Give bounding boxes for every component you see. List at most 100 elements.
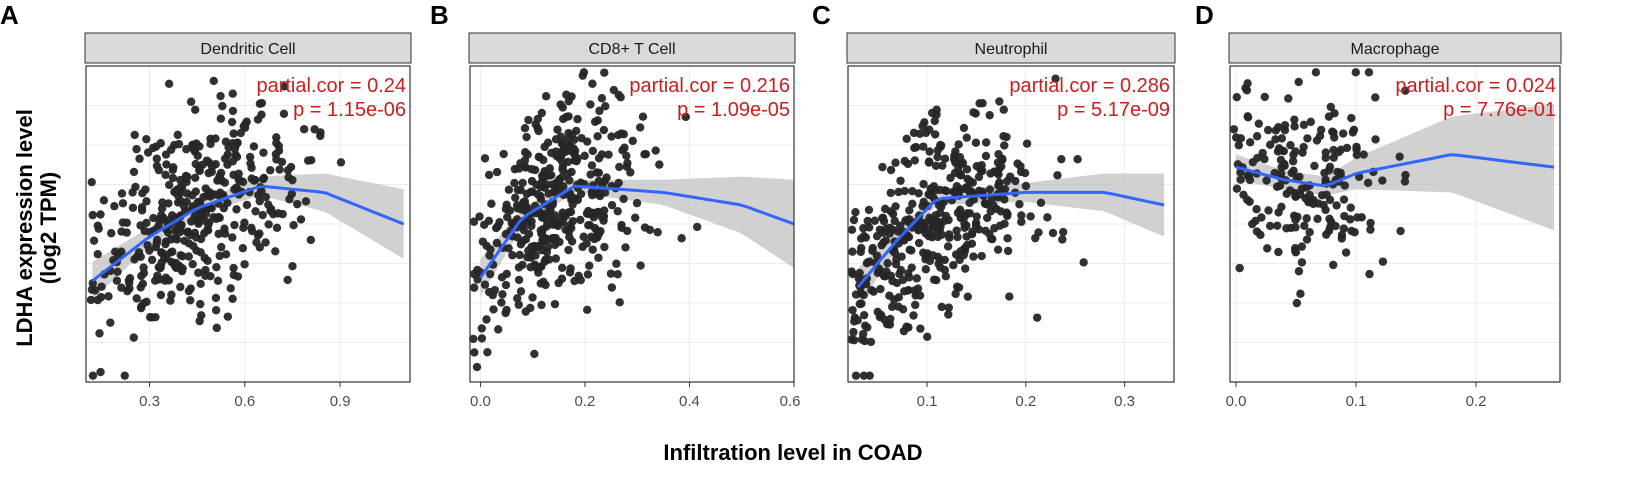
data-point bbox=[205, 158, 214, 167]
data-point bbox=[512, 201, 522, 210]
data-point bbox=[132, 294, 141, 303]
data-point bbox=[940, 265, 949, 275]
data-point bbox=[557, 157, 567, 166]
x-tick-label: 0.4 bbox=[679, 393, 700, 410]
data-point bbox=[1232, 92, 1242, 102]
data-point bbox=[88, 371, 98, 380]
data-point bbox=[555, 237, 564, 247]
data-point bbox=[194, 268, 203, 277]
data-point bbox=[909, 311, 918, 320]
data-point bbox=[516, 185, 525, 195]
loess-line bbox=[1235, 153, 1555, 188]
data-point bbox=[1079, 258, 1088, 267]
data-point bbox=[1276, 155, 1286, 165]
data-point bbox=[96, 367, 105, 377]
data-point bbox=[857, 243, 866, 253]
data-point bbox=[878, 162, 887, 172]
data-point bbox=[176, 196, 185, 205]
data-point bbox=[251, 207, 260, 216]
data-point bbox=[894, 302, 903, 311]
data-point bbox=[182, 189, 192, 198]
data-point bbox=[1243, 112, 1252, 121]
data-point bbox=[582, 137, 592, 146]
data-point bbox=[125, 274, 135, 283]
data-point bbox=[1256, 230, 1265, 240]
data-point bbox=[1015, 200, 1024, 209]
data-point bbox=[277, 157, 287, 167]
data-point bbox=[935, 225, 944, 234]
data-point bbox=[914, 189, 923, 198]
data-point bbox=[186, 230, 195, 240]
data-point bbox=[557, 263, 567, 273]
data-point bbox=[579, 232, 588, 241]
data-point bbox=[1235, 263, 1244, 273]
data-point bbox=[932, 110, 941, 119]
data-point bbox=[537, 300, 546, 310]
data-point bbox=[1352, 142, 1361, 152]
data-point bbox=[533, 264, 542, 273]
data-point bbox=[994, 181, 1003, 190]
data-point bbox=[615, 298, 624, 307]
data-point bbox=[954, 283, 964, 292]
data-point bbox=[894, 187, 903, 197]
data-point bbox=[969, 108, 978, 117]
data-point bbox=[128, 188, 137, 197]
data-point bbox=[477, 334, 487, 343]
data-point bbox=[923, 249, 932, 258]
data-point bbox=[996, 207, 1006, 216]
data-point bbox=[97, 282, 106, 291]
data-point bbox=[1243, 171, 1253, 180]
data-point bbox=[919, 142, 928, 151]
data-point bbox=[153, 271, 162, 280]
data-point bbox=[1291, 191, 1300, 201]
panel-d: D Macrophage 0.0 0.1 0.2 partial.cor = 0.024p… bbox=[1195, 0, 1562, 410]
data-point bbox=[916, 324, 925, 333]
data-point bbox=[258, 210, 267, 220]
data-point bbox=[303, 156, 313, 165]
data-point bbox=[487, 199, 496, 208]
data-point bbox=[562, 90, 571, 99]
data-point bbox=[1302, 214, 1311, 223]
data-point bbox=[255, 196, 264, 206]
data-point bbox=[548, 234, 558, 244]
data-point bbox=[655, 160, 664, 169]
data-point bbox=[557, 274, 567, 283]
data-point bbox=[617, 223, 626, 232]
data-point bbox=[1322, 230, 1331, 239]
loess-line bbox=[91, 184, 405, 283]
data-point bbox=[584, 220, 593, 230]
data-point bbox=[1036, 198, 1046, 207]
data-point bbox=[993, 168, 1002, 177]
data-point bbox=[533, 114, 542, 124]
data-point bbox=[272, 133, 281, 142]
data-point bbox=[485, 251, 494, 260]
data-point bbox=[551, 135, 561, 144]
panel-a: A Dendritic Cell 0.3 0.6 0.9 partial.cor = 0.… bbox=[0, 0, 412, 410]
data-point bbox=[1351, 68, 1360, 77]
data-point bbox=[229, 263, 238, 273]
data-point bbox=[848, 247, 857, 256]
facet-strip bbox=[846, 32, 1176, 64]
data-point bbox=[1005, 292, 1014, 301]
data-point bbox=[147, 255, 157, 265]
data-point bbox=[232, 205, 241, 214]
data-point bbox=[485, 269, 495, 279]
x-tick-label: 0.2 bbox=[575, 393, 596, 410]
data-point bbox=[257, 110, 266, 119]
data-point bbox=[607, 132, 616, 141]
data-point bbox=[502, 305, 511, 315]
data-point bbox=[1328, 127, 1337, 136]
data-point bbox=[1341, 248, 1351, 257]
data-point bbox=[87, 177, 96, 187]
data-point bbox=[1073, 155, 1082, 164]
data-point bbox=[905, 215, 914, 224]
data-point bbox=[621, 243, 630, 252]
data-point bbox=[1371, 93, 1380, 102]
data-point bbox=[920, 118, 929, 127]
data-point bbox=[546, 205, 555, 214]
data-point bbox=[1026, 212, 1035, 221]
data-point bbox=[528, 187, 537, 196]
data-point bbox=[602, 173, 611, 182]
data-point bbox=[904, 269, 913, 278]
data-point bbox=[1299, 142, 1308, 152]
